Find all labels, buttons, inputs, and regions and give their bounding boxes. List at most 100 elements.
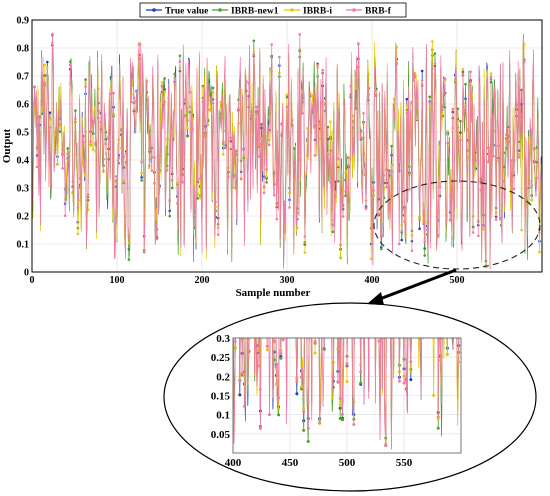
main-series-point [510,159,513,162]
main-series-point [517,155,521,159]
main-series-point [232,186,235,189]
inset-series-point [242,404,246,408]
main-series-point [331,223,335,227]
legend-box [139,2,407,18]
main-series-point [76,232,80,236]
main-series-point [295,227,299,230]
main-series-point [502,180,506,183]
main-series-point [99,120,103,124]
main-series-point [288,206,291,209]
main-series-point [346,156,350,160]
main-series-point [387,169,391,172]
main-series-point [232,175,235,179]
main-series-point [199,177,202,180]
main-series-point [530,184,534,187]
main-series-point [58,130,62,133]
main-series-point [260,142,263,146]
main-series-point [408,188,411,191]
main-series-point [311,104,314,108]
main-series-point [165,169,169,172]
legend: True value IBRB-new1 IBRB-i BRB-f [139,2,407,18]
zoom-region-ellipse [373,180,541,270]
main-series-point [216,233,220,236]
main-series-point [109,92,113,96]
main-series-point [326,153,330,156]
main-series-point [489,75,493,79]
main-series-point [318,122,322,126]
main-series-point [533,161,536,164]
inset-y-tick-label: 0.05 [211,429,231,441]
inset-series-point [409,360,413,364]
main-series-point [461,72,465,76]
main-series-point [267,143,271,147]
main-series-point [436,233,439,236]
main-series-point [275,217,279,221]
main-series-point [81,162,85,166]
main-series-point [211,101,215,105]
main-series-point [196,192,200,195]
main-series-point [499,217,503,221]
main-series-point [522,61,526,64]
main-series-point [387,172,391,175]
inset-series-point [402,381,406,385]
main-series-point [204,135,207,138]
main-series-point [76,206,80,209]
inset-x-tick-label: 550 [396,457,413,469]
main-series-point [352,137,355,140]
main-x-tick-label: 300 [280,275,295,286]
inset-series-point [302,428,306,432]
legend-swatch-marker [352,8,356,12]
inset-series-point [277,396,281,400]
legend-swatch-marker [218,8,222,12]
main-ticks: 0 0.1 0.2 0.3 0.4 0.5 0.6 0.7 0.8 0.9 0 100 200 300 40… [17,16,465,287]
main-series-point [418,218,421,222]
main-series-point [489,72,493,75]
inset-series-point [281,338,285,342]
main-series-point [308,92,312,96]
main-series-point [214,200,217,204]
inset-series-point [277,407,281,411]
main-y-tick-label: 0.4 [17,156,30,167]
main-series-point [114,175,118,178]
main-series-point [117,156,120,160]
main-series-point [459,134,462,138]
main-series-point [165,137,169,141]
main-series-point [170,178,174,182]
inset-series-point [318,421,322,425]
main-series-point [341,215,345,218]
inset-series-point [384,444,388,448]
main-y-tick-label: 0.5 [17,128,30,139]
main-series-point [255,105,258,109]
inset-y-tick-label: 0.3 [216,333,230,345]
main-x-tick-label: 400 [365,275,380,286]
main-series-point [520,88,523,92]
main-series-point [265,168,268,171]
main-series-point [224,146,228,150]
inset-series-point [331,375,335,379]
inset-series-point [345,362,349,366]
main-series-point [206,108,210,111]
main-series-point [91,148,95,152]
main-series-point [140,171,143,175]
main-series-point [148,164,151,167]
main-series-point [61,167,64,170]
main-series-point [285,105,289,109]
main-series-point [168,199,171,203]
main-series-point [173,72,177,76]
main-series-point [344,190,347,193]
main-series-point [527,182,531,185]
main-series-point [446,141,449,145]
inset-ellipse [163,302,537,492]
inset-ticks: 0.05 0.1 0.15 0.2 0.25 0.3 400 450 500 550 [211,333,413,469]
main-y-tick-label: 0.1 [17,240,30,251]
main-series-point [456,126,460,129]
main-x-tick-label: 200 [195,275,210,286]
main-series-point [74,117,77,121]
main-series-point [311,94,314,97]
main-series-point [211,91,215,95]
main-series-point [219,116,222,119]
main-series-point [104,142,108,146]
main-series-point [405,97,409,101]
main-plot-frame [31,19,543,273]
